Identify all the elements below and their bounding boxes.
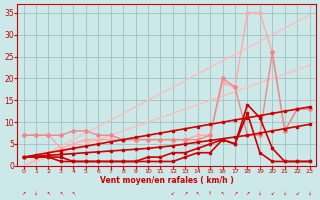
X-axis label: Vent moyen/en rafales ( km/h ): Vent moyen/en rafales ( km/h )	[100, 176, 234, 185]
